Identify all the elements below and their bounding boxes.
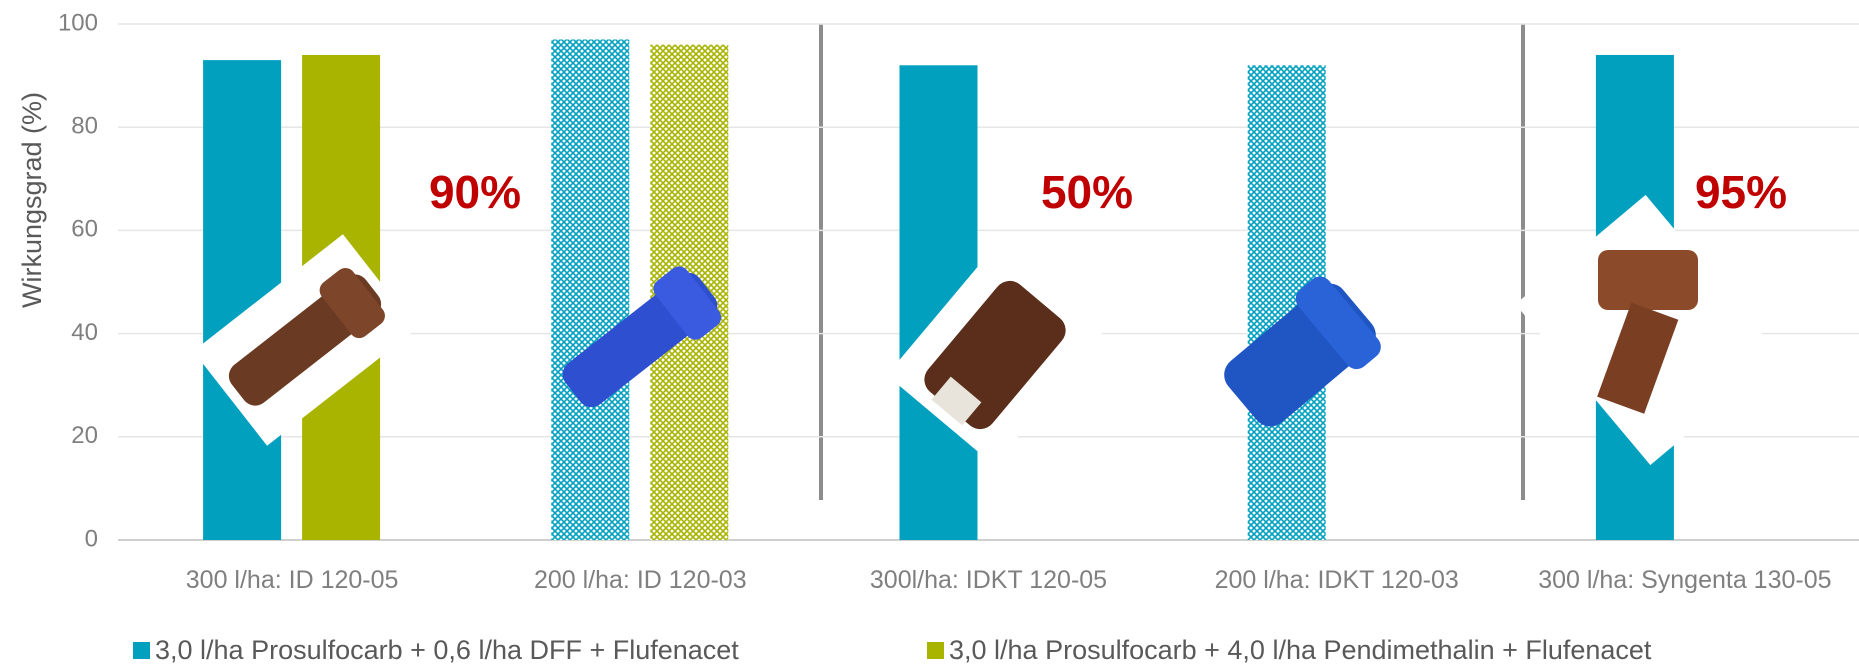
y-tick-label: 60 bbox=[71, 216, 98, 243]
legend-label: 3,0 l/ha Prosulfocarb + 0,6 l/ha DFF + F… bbox=[155, 635, 739, 665]
x-tick-label: 300 l/ha: Syngenta 130-05 bbox=[1538, 566, 1832, 594]
bar bbox=[551, 39, 630, 540]
y-tick-label: 20 bbox=[71, 422, 98, 449]
legend-swatch bbox=[133, 642, 150, 659]
annotation: 50% bbox=[1041, 166, 1133, 218]
annotation: 95% bbox=[1695, 166, 1787, 218]
y-tick-label: 40 bbox=[71, 319, 98, 346]
x-tick-label: 300 l/ha: ID 120-05 bbox=[185, 566, 399, 594]
y-axis-label: Wirkungsgrad (%) bbox=[17, 92, 47, 308]
annotation: 90% bbox=[429, 166, 521, 218]
x-tick-label: 300l/ha: IDKT 120-05 bbox=[869, 566, 1108, 594]
x-tick-label: 200 l/ha: ID 120-03 bbox=[533, 566, 747, 594]
legend-label: 3,0 l/ha Prosulfocarb + 4,0 l/ha Pendime… bbox=[949, 635, 1652, 665]
y-tick-label: 100 bbox=[58, 9, 98, 36]
x-tick-label: 200 l/ha: IDKT 120-03 bbox=[1214, 566, 1459, 594]
y-tick-label: 80 bbox=[71, 113, 98, 140]
nozzle-decorations bbox=[193, 194, 1781, 466]
y-tick-label: 0 bbox=[85, 525, 98, 552]
legend-swatch bbox=[927, 642, 944, 659]
